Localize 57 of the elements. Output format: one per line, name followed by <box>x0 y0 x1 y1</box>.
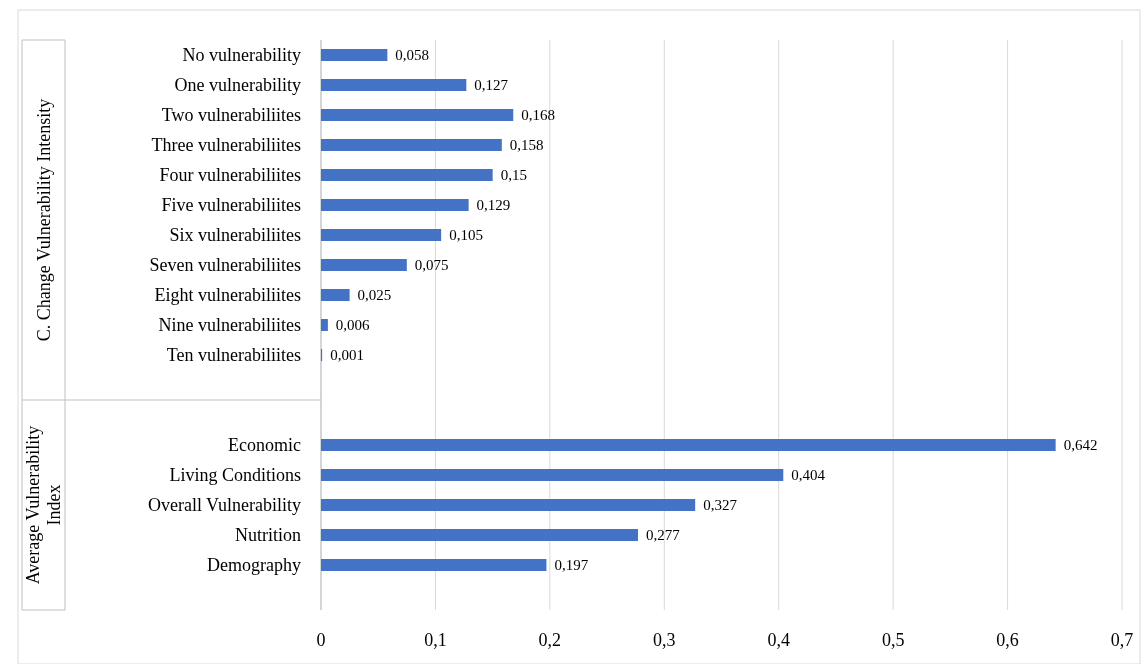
data-label: 0,129 <box>476 197 511 213</box>
y-tick-label: Demography <box>207 555 301 575</box>
bar <box>321 199 469 211</box>
x-tick-label: 0,3 <box>653 630 676 650</box>
x-tick-label: 0,1 <box>424 630 447 650</box>
y-tick-label: Ten vulnerabiliites <box>166 345 301 365</box>
y-tick-label: Economic <box>228 435 301 455</box>
y-tick-label: Living Conditions <box>169 465 301 485</box>
x-tick-label: 0,5 <box>881 630 905 650</box>
x-tick-label: 0 <box>316 630 326 650</box>
data-label: 0,006 <box>335 317 371 333</box>
y-tick-label: Five vulnerabiliites <box>161 195 301 215</box>
y-tick-label: One vulnerability <box>174 75 301 95</box>
data-label: 0,15 <box>500 167 527 183</box>
bar <box>321 229 442 241</box>
y-tick-label: Two vulnerabiliites <box>161 105 301 125</box>
x-tick-label: 0,6 <box>996 630 1019 650</box>
bar <box>321 469 784 481</box>
bar <box>321 139 502 151</box>
bar <box>321 529 638 541</box>
data-label: 0,197 <box>554 557 589 573</box>
data-label: 0,025 <box>357 287 392 303</box>
data-label: 0,058 <box>395 47 430 63</box>
bar <box>321 49 388 61</box>
bar <box>321 109 514 121</box>
y-tick-label: Eight vulnerabiliites <box>154 285 301 305</box>
data-label: 0,642 <box>1063 437 1098 453</box>
bar <box>321 169 493 181</box>
data-label: 0,404 <box>791 467 826 483</box>
y-tick-label: Overall Vulnerability <box>147 495 301 515</box>
text: Average Vulnerability Index <box>23 425 64 585</box>
data-label: 0,168 <box>521 107 555 123</box>
text: C. Change Vulnerability Intensity <box>33 98 54 342</box>
y-tick-label: Nutrition <box>235 525 301 545</box>
bar <box>321 499 696 511</box>
data-label: 0,327 <box>703 497 738 513</box>
y-tick-label: Six vulnerabiliites <box>169 225 301 245</box>
bar <box>321 439 1056 451</box>
bar <box>321 319 328 331</box>
data-label: 0,127 <box>474 77 509 93</box>
data-label: 0,158 <box>509 137 544 153</box>
y-tick-label: Three vulnerabiliites <box>151 135 301 155</box>
y-tick-label: Seven vulnerabiliites <box>149 255 301 275</box>
data-label: 0,277 <box>645 527 681 543</box>
y-tick-label: Nine vulnerabiliites <box>158 315 301 335</box>
bar <box>321 559 547 571</box>
data-label: 0,105 <box>449 227 483 243</box>
x-tick-label: 0,2 <box>538 630 562 650</box>
x-tick-label: 0,4 <box>767 630 790 650</box>
data-label: 0,075 <box>414 257 449 273</box>
x-tick-label: 0,7 <box>1110 630 1134 650</box>
data-label: 0,001 <box>330 347 364 363</box>
y-tick-label: No vulnerability <box>182 45 301 65</box>
bar <box>321 79 467 91</box>
y-tick-label: Four vulnerabiliites <box>159 165 301 185</box>
bar <box>321 259 407 271</box>
bar <box>321 289 350 301</box>
